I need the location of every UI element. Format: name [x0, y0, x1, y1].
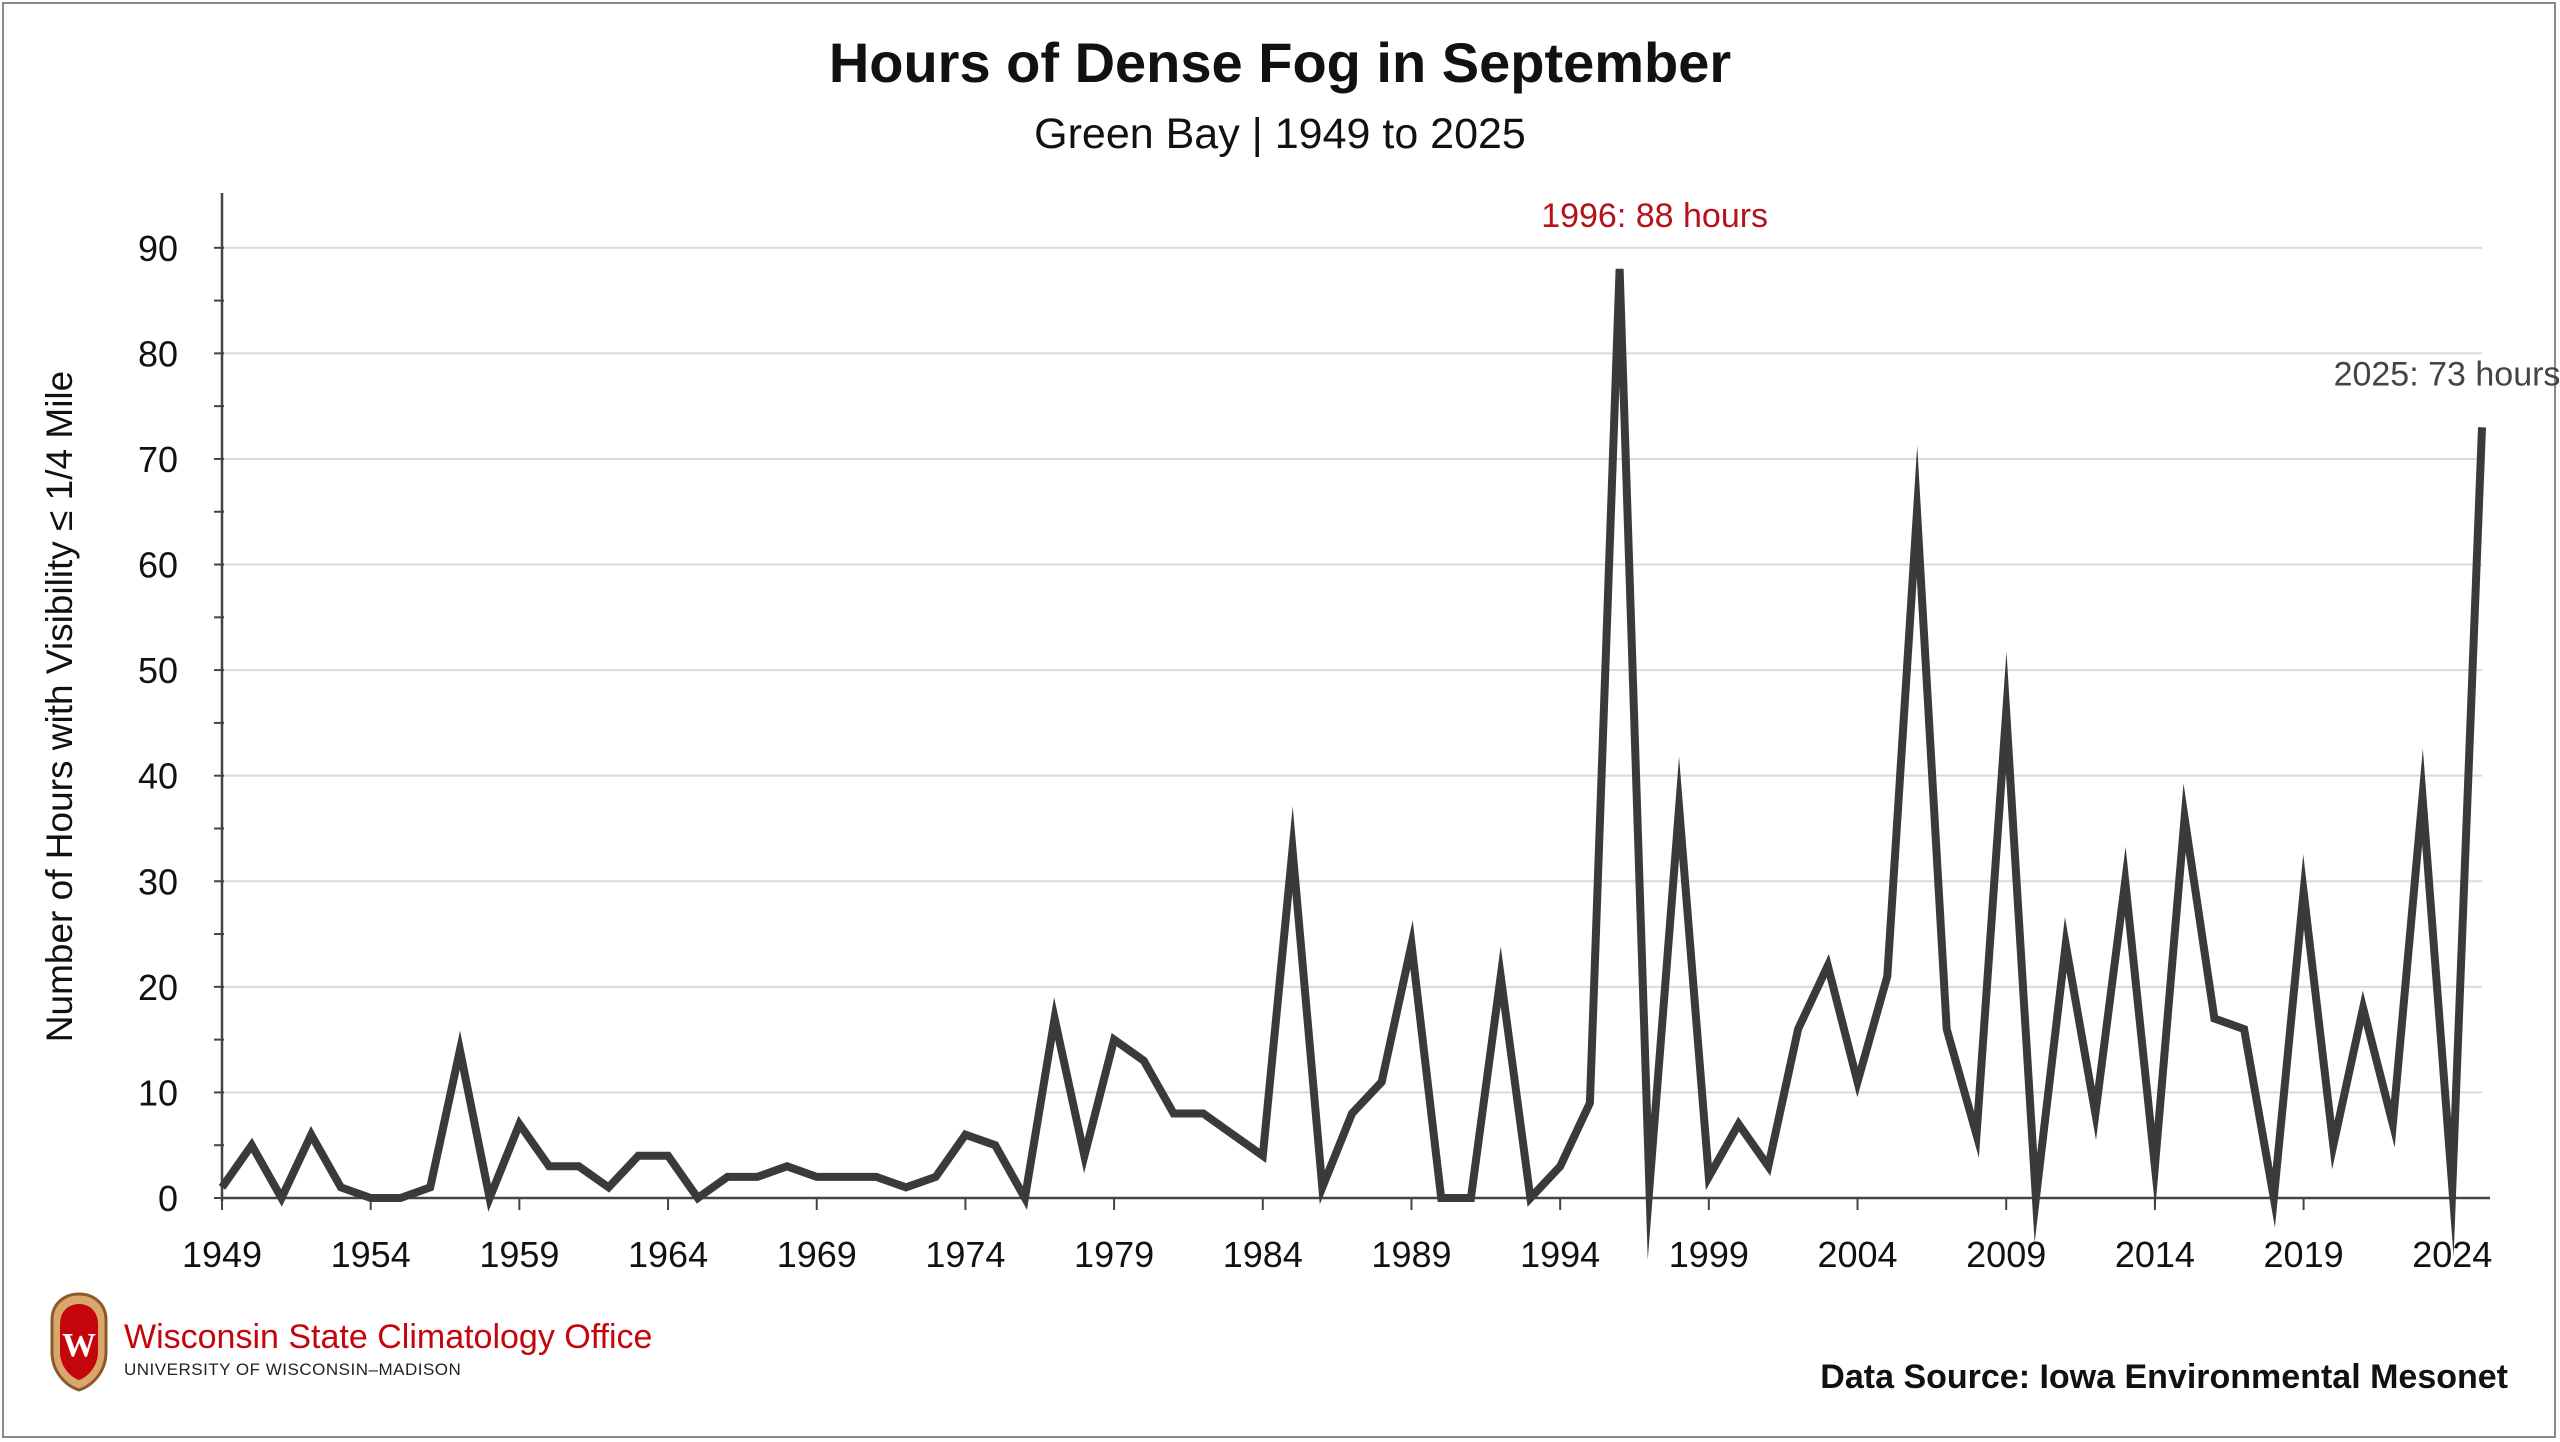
- y-tick-label: 70: [138, 439, 178, 480]
- y-tick-label: 40: [138, 756, 178, 797]
- x-tick-label: 2019: [2264, 1234, 2344, 1275]
- x-tick-label: 1979: [1074, 1234, 1154, 1275]
- x-tick-label: 2014: [2115, 1234, 2195, 1275]
- x-tick-label: 1994: [1520, 1234, 1600, 1275]
- y-tick-label: 20: [138, 967, 178, 1008]
- uw-crest-icon: W: [50, 1292, 108, 1392]
- annotation-label: 2025: 73 hours: [2334, 355, 2560, 393]
- x-tick-label: 2004: [1817, 1234, 1897, 1275]
- y-tick-label: 60: [138, 545, 178, 586]
- series-line: [218, 268, 2486, 1260]
- x-tick-label: 2009: [1966, 1234, 2046, 1275]
- x-tick-label: 1984: [1223, 1234, 1303, 1275]
- chart-subtitle: Green Bay | 1949 to 2025: [1034, 110, 1526, 158]
- x-tick-label: 2024: [2412, 1234, 2492, 1275]
- x-tick-label: 1964: [628, 1234, 708, 1275]
- logo-subname: UNIVERSITY OF WISCONSIN–MADISON: [124, 1360, 462, 1379]
- y-tick-label: 10: [138, 1072, 178, 1113]
- y-tick-label: 30: [138, 861, 178, 902]
- x-tick-label: 1999: [1669, 1234, 1749, 1275]
- y-tick-label: 0: [158, 1178, 178, 1219]
- svg-text:W: W: [62, 1327, 96, 1364]
- data-source: Data Source: Iowa Environmental Mesonet: [1820, 1358, 2508, 1396]
- x-tick-label: 1974: [925, 1234, 1005, 1275]
- x-tick-label: 1949: [182, 1234, 262, 1275]
- x-tick-label: 1989: [1371, 1234, 1451, 1275]
- logo-name: Wisconsin State Climatology Office: [124, 1318, 653, 1356]
- y-tick-label: 50: [138, 650, 178, 691]
- y-axis-label: Number of Hours with Visibility ≤ 1/4 Mi…: [39, 371, 80, 1042]
- y-tick-label: 80: [138, 333, 178, 374]
- annotation-label: 1996: 88 hours: [1541, 197, 1768, 235]
- chart-title: Hours of Dense Fog in September: [828, 31, 1732, 94]
- x-tick-label: 1959: [479, 1234, 559, 1275]
- y-tick-label: 90: [138, 228, 178, 269]
- x-tick-label: 1954: [331, 1234, 411, 1275]
- x-tick-label: 1969: [777, 1234, 857, 1275]
